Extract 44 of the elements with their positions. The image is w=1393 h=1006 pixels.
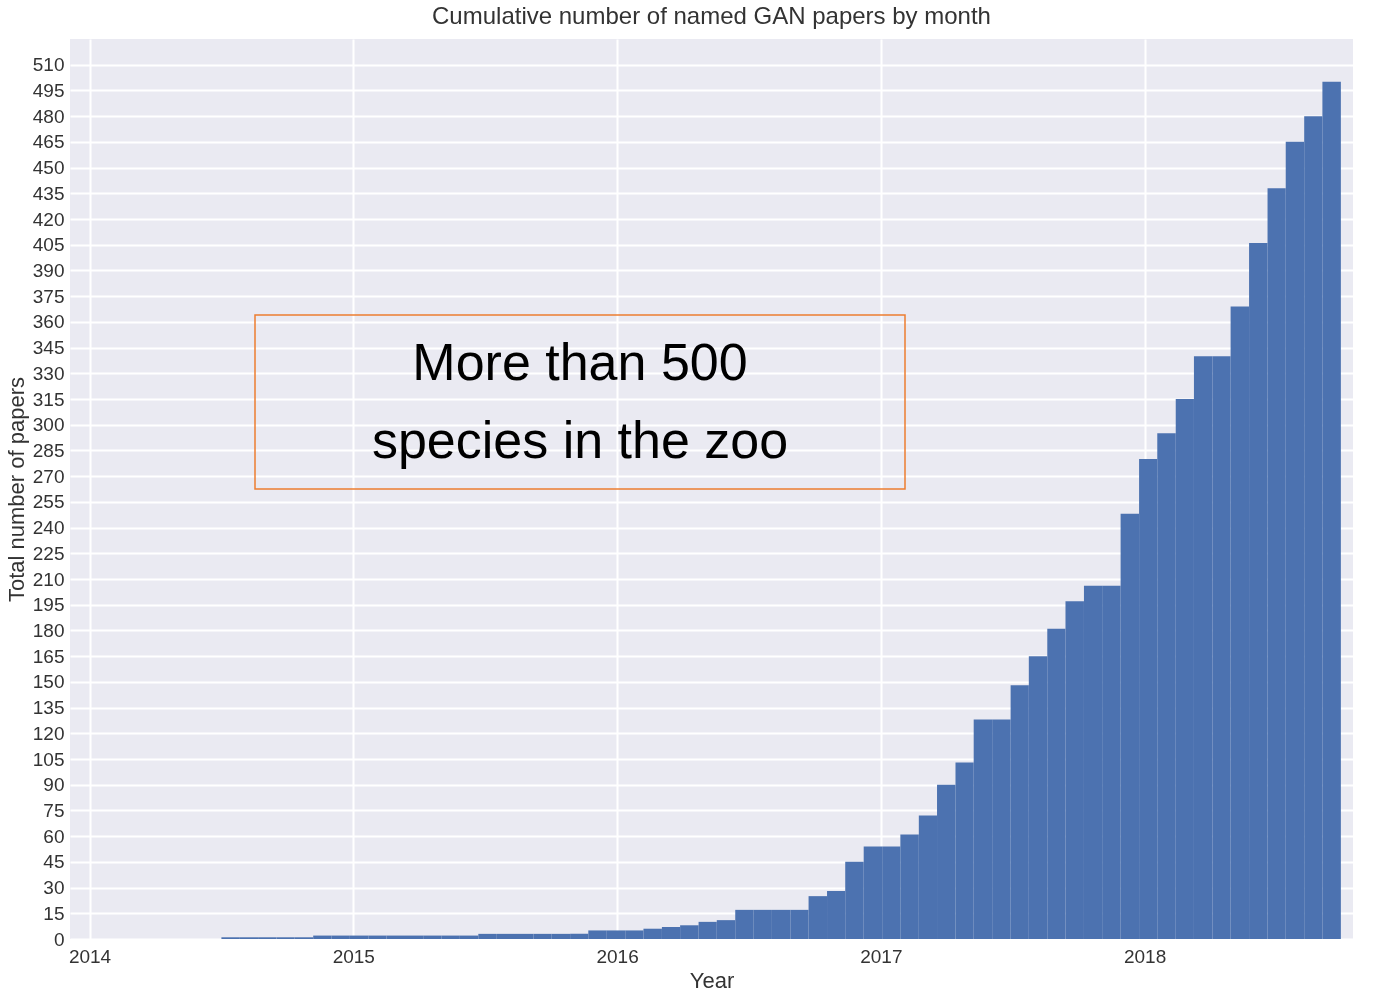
- y-tick-label: 180: [32, 619, 65, 641]
- y-tick-label: 390: [32, 259, 65, 281]
- x-tick-label: 2017: [860, 945, 903, 967]
- y-tick-label: 510: [32, 54, 65, 76]
- y-tick-label: 360: [32, 311, 65, 333]
- annotation: More than 500 species in the zoo: [371, 333, 789, 469]
- y-tick-label: 450: [32, 157, 65, 179]
- y-tick-label: 0: [53, 928, 65, 950]
- chart-title: Cumulative number of named GAN papers by month: [432, 2, 991, 29]
- y-axis-title: Total number of papers: [3, 376, 29, 603]
- y-tick-label: 105: [32, 748, 65, 770]
- x-axis-title: Year: [689, 967, 735, 993]
- y-tick-label: 240: [32, 517, 65, 539]
- y-tick-label: 225: [32, 542, 65, 564]
- y-tick-label: 315: [32, 388, 65, 410]
- y-tick-label: 75: [43, 799, 65, 821]
- y-tick-label: 255: [32, 491, 65, 513]
- y-tick-label: 270: [32, 465, 65, 487]
- x-tick-label: 2015: [332, 945, 375, 967]
- y-tick-label: 330: [32, 362, 65, 384]
- y-tick-label: 465: [32, 131, 65, 153]
- y-tick-label: 120: [32, 722, 65, 744]
- y-tick-label: 495: [32, 79, 65, 101]
- y-tick-label: 285: [32, 439, 65, 461]
- y-tick-label: 135: [32, 697, 65, 719]
- y-tick-label: 60: [43, 825, 65, 847]
- y-tick-label: 195: [32, 594, 65, 616]
- y-tick-label: 435: [32, 182, 65, 204]
- x-tick-label: 2014: [68, 945, 112, 967]
- x-tick-label: 2018: [1123, 945, 1167, 967]
- y-tick-label: 150: [32, 671, 65, 693]
- y-tick-label: 300: [32, 414, 65, 436]
- y-tick-label: 405: [32, 234, 65, 256]
- y-tick-label: 45: [43, 851, 65, 873]
- y-tick-label: 210: [32, 568, 65, 590]
- y-tick-label: 30: [43, 877, 65, 899]
- y-tick-label: 375: [32, 285, 65, 307]
- y-tick-label: 165: [32, 645, 65, 667]
- y-tick-label: 345: [32, 337, 65, 359]
- y-tick-label: 15: [43, 902, 65, 924]
- y-tick-label: 90: [43, 774, 65, 796]
- y-tick-label: 420: [32, 208, 65, 230]
- y-tick-label: 480: [32, 105, 65, 127]
- x-tick-label: 2016: [596, 945, 639, 967]
